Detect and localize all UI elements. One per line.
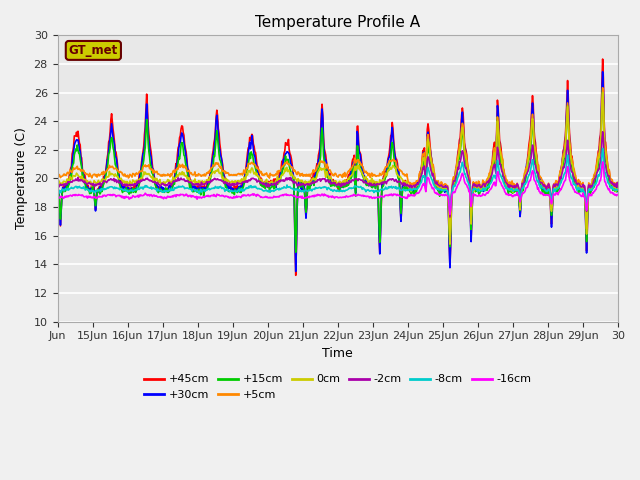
+5cm <box>599 85 607 91</box>
-2cm <box>614 184 622 190</box>
+5cm <box>120 171 127 177</box>
Legend: +45cm, +30cm, +15cm, +5cm, 0cm, -2cm, -8cm, -16cm: +45cm, +30cm, +15cm, +5cm, 0cm, -2cm, -8… <box>140 370 536 405</box>
+15cm <box>428 165 435 170</box>
+45cm <box>428 156 435 162</box>
+30cm <box>599 69 607 75</box>
-2cm <box>396 179 403 184</box>
-2cm <box>54 184 61 190</box>
-16cm <box>446 211 454 217</box>
-16cm <box>599 159 607 165</box>
+30cm <box>250 153 258 158</box>
+15cm <box>223 183 230 189</box>
+5cm <box>223 169 230 175</box>
+5cm <box>271 172 279 178</box>
-16cm <box>250 191 258 197</box>
-8cm <box>223 187 230 193</box>
Text: GT_met: GT_met <box>68 44 118 57</box>
+30cm <box>614 184 622 190</box>
Title: Temperature Profile A: Temperature Profile A <box>255 15 420 30</box>
-2cm <box>427 168 435 173</box>
-8cm <box>599 145 607 151</box>
-2cm <box>599 129 607 135</box>
0cm <box>427 158 435 164</box>
-2cm <box>223 180 230 186</box>
-8cm <box>54 188 61 194</box>
+15cm <box>614 185 622 191</box>
X-axis label: Time: Time <box>323 347 353 360</box>
Line: +45cm: +45cm <box>58 59 618 276</box>
Line: +5cm: +5cm <box>58 88 618 240</box>
Y-axis label: Temperature (C): Temperature (C) <box>15 128 28 229</box>
+15cm <box>292 249 300 255</box>
0cm <box>614 186 622 192</box>
-2cm <box>120 182 127 188</box>
-16cm <box>223 193 230 199</box>
+5cm <box>427 155 435 160</box>
0cm <box>396 175 403 180</box>
+15cm <box>271 185 279 191</box>
Line: -2cm: -2cm <box>58 132 618 217</box>
+30cm <box>428 156 435 162</box>
+5cm <box>54 174 61 180</box>
+5cm <box>396 168 403 174</box>
-16cm <box>396 193 403 199</box>
Line: -8cm: -8cm <box>58 148 618 213</box>
-8cm <box>120 188 127 193</box>
+5cm <box>446 237 454 242</box>
+45cm <box>614 186 622 192</box>
-2cm <box>446 214 454 220</box>
+45cm <box>54 182 61 188</box>
-16cm <box>427 182 435 188</box>
+30cm <box>271 179 279 185</box>
-8cm <box>427 174 435 180</box>
-8cm <box>250 183 258 189</box>
+45cm <box>599 56 607 62</box>
0cm <box>250 171 258 177</box>
-16cm <box>120 195 127 201</box>
-8cm <box>446 210 454 216</box>
+45cm <box>223 182 230 188</box>
0cm <box>54 181 61 187</box>
-8cm <box>614 187 622 193</box>
Line: +15cm: +15cm <box>58 89 618 252</box>
+15cm <box>250 161 258 167</box>
0cm <box>599 89 607 95</box>
0cm <box>120 178 127 184</box>
+30cm <box>54 188 61 193</box>
+45cm <box>120 183 127 189</box>
+45cm <box>396 201 404 207</box>
+15cm <box>396 197 404 203</box>
+5cm <box>250 161 258 167</box>
+45cm <box>292 273 300 278</box>
-16cm <box>271 194 279 200</box>
Line: -16cm: -16cm <box>58 162 618 214</box>
+15cm <box>599 86 607 92</box>
+5cm <box>614 182 622 188</box>
+30cm <box>223 183 230 189</box>
0cm <box>271 180 279 185</box>
-16cm <box>614 192 622 197</box>
Line: +30cm: +30cm <box>58 72 618 271</box>
-2cm <box>271 180 279 186</box>
0cm <box>446 241 454 247</box>
-8cm <box>271 187 279 193</box>
0cm <box>223 176 230 181</box>
-8cm <box>396 186 403 192</box>
+45cm <box>271 176 279 182</box>
+45cm <box>250 144 258 149</box>
Line: 0cm: 0cm <box>58 92 618 244</box>
-2cm <box>250 176 258 182</box>
+30cm <box>292 268 300 274</box>
+30cm <box>120 185 127 191</box>
-16cm <box>54 196 61 202</box>
+30cm <box>396 204 404 210</box>
+15cm <box>120 187 127 192</box>
+15cm <box>54 189 61 195</box>
